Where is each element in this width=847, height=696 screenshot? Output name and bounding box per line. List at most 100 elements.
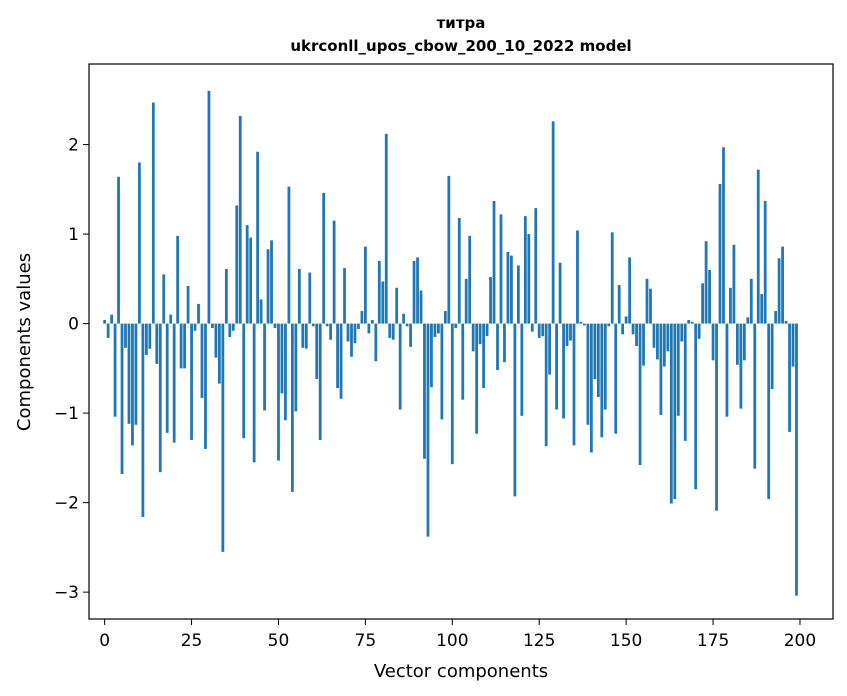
bar xyxy=(284,323,287,421)
bar xyxy=(124,323,127,348)
y-tick-label: −1 xyxy=(54,404,79,424)
bar xyxy=(784,320,788,324)
bar xyxy=(565,323,569,346)
bar xyxy=(482,323,485,389)
bar xyxy=(621,323,625,335)
bar xyxy=(186,286,190,324)
bar xyxy=(395,287,399,324)
bar xyxy=(315,323,319,380)
bar xyxy=(350,323,353,357)
bar xyxy=(419,290,423,324)
bar xyxy=(134,323,138,425)
bar xyxy=(471,323,475,352)
bar xyxy=(103,320,107,324)
bar xyxy=(433,323,437,338)
bar xyxy=(485,323,489,337)
bar xyxy=(457,217,461,324)
bar xyxy=(339,323,343,399)
bar xyxy=(151,102,155,324)
bar xyxy=(468,235,472,324)
bar xyxy=(697,323,701,339)
bar xyxy=(676,323,680,416)
bar xyxy=(499,214,503,324)
y-axis-label: Components values xyxy=(14,253,35,431)
bar xyxy=(318,323,322,440)
bar xyxy=(169,314,173,324)
bar xyxy=(280,323,284,394)
bar xyxy=(701,283,705,324)
bar xyxy=(412,260,416,324)
bar xyxy=(270,240,273,324)
plot-frame xyxy=(88,63,834,620)
bar xyxy=(277,323,280,461)
bar xyxy=(172,323,176,443)
bar xyxy=(144,323,148,355)
bar xyxy=(224,268,228,324)
bar xyxy=(680,323,684,342)
bar xyxy=(492,200,496,324)
x-tick-label: 100 xyxy=(436,631,468,651)
bar xyxy=(746,317,750,324)
bar xyxy=(708,269,711,324)
bar xyxy=(259,299,263,324)
bar xyxy=(131,323,134,446)
bar xyxy=(402,313,406,324)
bar xyxy=(607,323,611,327)
bar xyxy=(405,323,409,327)
bar xyxy=(117,176,120,324)
bar xyxy=(690,321,694,324)
bar xyxy=(388,323,392,338)
bar xyxy=(760,294,764,324)
bar xyxy=(450,323,454,465)
bar xyxy=(120,323,124,474)
bar xyxy=(430,323,433,388)
bar xyxy=(617,285,621,324)
bar xyxy=(756,169,760,324)
x-tick-label: 125 xyxy=(523,631,555,651)
bar xyxy=(649,288,652,324)
bar xyxy=(266,249,270,324)
bar xyxy=(165,323,169,433)
y-tick-label: 1 xyxy=(68,225,79,245)
bar xyxy=(409,323,412,347)
bar xyxy=(742,323,746,361)
bar xyxy=(158,323,162,473)
bar xyxy=(791,323,795,367)
bar xyxy=(353,323,357,344)
bar xyxy=(687,320,691,324)
bar xyxy=(287,186,291,324)
bar xyxy=(516,265,520,324)
y-axis: −3 −2 −1 0 1 2 xyxy=(54,136,89,603)
bar xyxy=(360,311,364,324)
bar xyxy=(197,303,200,324)
bar xyxy=(440,323,444,420)
bar xyxy=(534,208,538,324)
bar xyxy=(795,323,798,596)
x-axis-label: Vector components xyxy=(374,661,548,682)
bar xyxy=(781,246,784,324)
bar xyxy=(506,251,510,324)
bar xyxy=(628,257,632,324)
bar xyxy=(204,323,207,449)
bar xyxy=(478,323,482,345)
bar xyxy=(357,323,360,329)
bar xyxy=(162,274,166,324)
bar xyxy=(294,323,298,412)
bar xyxy=(732,244,736,324)
bar xyxy=(541,323,545,337)
bar xyxy=(217,323,221,384)
bar xyxy=(301,323,305,348)
bar xyxy=(190,323,193,440)
bar xyxy=(558,262,562,324)
bar xyxy=(579,321,583,324)
bar xyxy=(238,115,242,324)
bar xyxy=(252,323,256,463)
x-tick-label: 25 xyxy=(181,631,203,651)
bar xyxy=(346,323,350,342)
bar xyxy=(249,237,253,324)
bar xyxy=(662,323,666,367)
bar xyxy=(694,323,698,490)
bar xyxy=(343,268,346,324)
bar xyxy=(603,323,607,410)
